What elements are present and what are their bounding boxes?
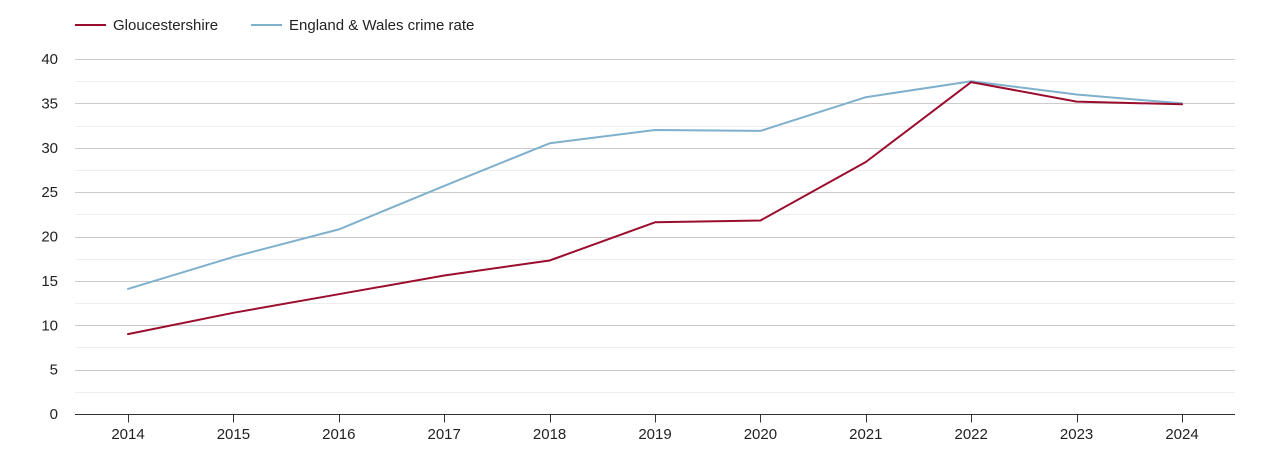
x-axis: 2014 2015 2016 2017 2018 2019 2020 2021 2022 2023… xyxy=(75,414,1235,443)
y-tick-label: 0 xyxy=(50,406,58,423)
y-tick-label: 40 xyxy=(41,51,58,68)
grid xyxy=(75,59,1235,393)
y-tick-label: 30 xyxy=(41,140,58,157)
y-tick-label: 10 xyxy=(41,317,58,334)
legend-item-gloucestershire[interactable]: Gloucestershire xyxy=(75,17,218,34)
x-tick-label: 2022 xyxy=(955,426,988,443)
x-tick-label: 2017 xyxy=(428,426,461,443)
series-line-gloucestershire[interactable] xyxy=(127,81,1183,336)
legend-label-england-wales: England & Wales crime rate xyxy=(289,17,474,34)
x-tick-label: 2018 xyxy=(533,426,566,443)
y-tick-label: 5 xyxy=(50,362,58,379)
series-lines xyxy=(127,80,1183,336)
x-tick-label: 2014 xyxy=(111,426,144,443)
x-tick-label: 2021 xyxy=(849,426,882,443)
series-line-england-wales-crime-rate[interactable] xyxy=(127,80,1183,290)
y-tick-label: 15 xyxy=(41,273,58,290)
x-tick-label: 2016 xyxy=(322,426,355,443)
legend-label-gloucestershire: Gloucestershire xyxy=(113,17,218,34)
x-tick-label: 2015 xyxy=(217,426,250,443)
y-tick-label: 35 xyxy=(41,95,58,112)
y-axis: 0 5 10 15 20 25 30 35 40 xyxy=(41,51,58,423)
legend-item-england-wales[interactable]: England & Wales crime rate xyxy=(251,17,474,34)
y-tick-label: 25 xyxy=(41,184,58,201)
legend: Gloucestershire England & Wales crime ra… xyxy=(75,17,474,34)
x-tick-label: 2023 xyxy=(1060,426,1093,443)
x-tick-label: 2019 xyxy=(638,426,671,443)
x-tick-label: 2024 xyxy=(1165,426,1198,443)
y-tick-label: 20 xyxy=(41,229,58,246)
x-tick-label: 2020 xyxy=(744,426,777,443)
